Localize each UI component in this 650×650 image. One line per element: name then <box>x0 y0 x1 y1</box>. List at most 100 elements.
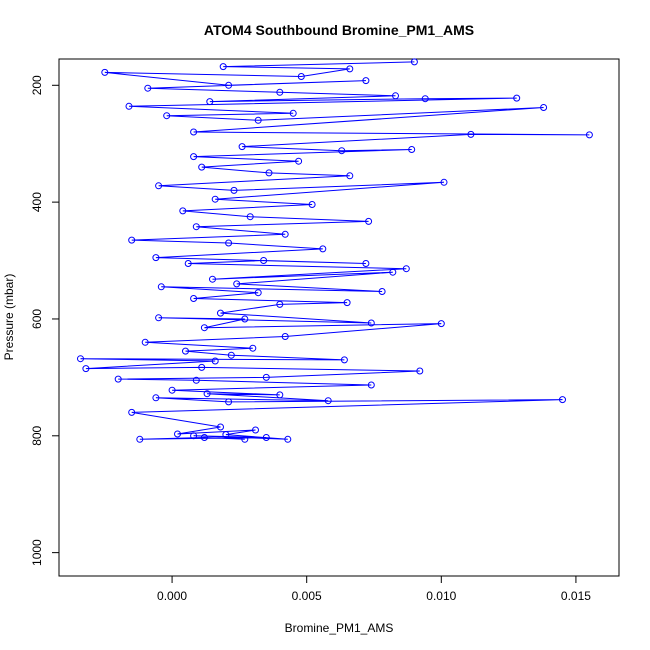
x-tick-label: 0.010 <box>426 589 456 603</box>
data-point <box>157 283 165 291</box>
data-point <box>155 182 163 190</box>
data-point <box>217 309 224 317</box>
x-axis: 0.000 0.005 0.010 0.015 <box>157 575 591 603</box>
data-point <box>222 431 230 439</box>
data-point <box>362 77 370 85</box>
data-point <box>200 434 208 441</box>
data-point <box>198 363 206 371</box>
data-point <box>246 213 254 221</box>
data-point <box>211 357 219 365</box>
data-point <box>289 109 297 117</box>
data-point <box>155 314 163 322</box>
data-point <box>152 254 160 262</box>
data-point <box>168 386 176 394</box>
data-point <box>238 143 246 151</box>
data-point <box>209 275 216 283</box>
data-point <box>233 280 241 288</box>
data-point <box>362 260 370 267</box>
x-tick-label: 0.015 <box>561 589 591 603</box>
data-point <box>152 394 160 402</box>
data-point <box>295 157 303 165</box>
data-point <box>408 146 416 153</box>
data-point <box>200 324 208 332</box>
data-point <box>281 230 289 238</box>
data-point <box>297 73 305 80</box>
data-point <box>101 68 109 76</box>
data-point <box>198 163 206 171</box>
data-point <box>392 92 399 100</box>
data-point <box>184 260 192 267</box>
y-tick-label: 1000 <box>30 539 44 566</box>
x-tick-label: 0.005 <box>292 589 322 603</box>
chart-title: ATOM4 Southbound Bromine_PM1_AMS <box>204 22 474 38</box>
data-point <box>227 351 235 359</box>
plot-area <box>77 58 593 443</box>
data-point <box>513 94 521 102</box>
plot-frame <box>58 58 620 577</box>
data-point <box>190 128 198 136</box>
data-point <box>262 373 270 381</box>
data-point <box>77 355 84 363</box>
data-point <box>340 356 348 364</box>
data-point <box>190 295 198 302</box>
data-point <box>378 288 386 295</box>
data-point <box>128 408 136 416</box>
data-point <box>163 112 171 120</box>
data-point <box>241 435 249 443</box>
data-point <box>421 95 429 103</box>
data-point <box>203 390 211 398</box>
data-point <box>174 430 181 438</box>
data-point <box>319 245 327 253</box>
data-point <box>192 376 200 384</box>
data-point <box>182 347 189 355</box>
data-point <box>389 268 397 276</box>
data-point <box>365 217 373 225</box>
y-tick-label: 200 <box>30 75 44 95</box>
data-point <box>260 257 268 264</box>
data-point <box>225 239 233 247</box>
data-point <box>219 63 227 71</box>
data-point <box>367 381 375 389</box>
series-line <box>80 61 590 440</box>
x-axis-label: Bromine_PM1_AMS <box>285 621 394 635</box>
data-point <box>128 236 136 244</box>
data-point <box>265 169 273 177</box>
data-point <box>437 320 445 328</box>
data-point <box>225 81 233 89</box>
data-point <box>284 435 292 443</box>
data-point <box>254 289 262 297</box>
y-axis: 200 400 600 800 1000 <box>30 75 60 566</box>
data-point <box>410 58 418 66</box>
y-tick-label: 600 <box>30 309 44 329</box>
data-point <box>192 223 200 231</box>
data-point <box>308 201 316 208</box>
data-point <box>252 426 259 434</box>
y-tick-label: 400 <box>30 192 44 212</box>
data-point <box>540 104 548 111</box>
data-point <box>262 434 270 441</box>
y-axis-label: Pressure (mbar) <box>2 274 16 361</box>
data-point <box>230 186 238 194</box>
data-point <box>217 423 224 431</box>
data-point <box>276 300 284 308</box>
x-tick-label: 0.000 <box>157 589 187 603</box>
data-point <box>402 265 410 273</box>
data-point <box>324 397 332 405</box>
data-point <box>467 130 475 138</box>
data-point <box>343 299 351 307</box>
data-point <box>346 172 354 180</box>
data-point <box>190 153 198 161</box>
data-point <box>179 207 187 215</box>
y-tick-label: 800 <box>30 425 44 445</box>
data-point <box>338 147 346 155</box>
data-point <box>276 88 284 96</box>
data-point <box>281 333 289 340</box>
data-point <box>416 367 424 375</box>
data-point <box>82 365 90 373</box>
data-point <box>190 432 198 440</box>
data-point <box>367 319 375 327</box>
data-point <box>241 315 249 323</box>
data-point <box>346 65 354 73</box>
data-point <box>225 398 233 406</box>
